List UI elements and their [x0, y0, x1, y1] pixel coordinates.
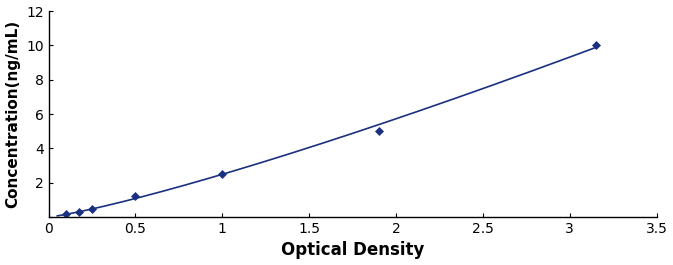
X-axis label: Optical Density: Optical Density [281, 241, 424, 259]
Y-axis label: Concentration(ng/mL): Concentration(ng/mL) [5, 20, 21, 208]
